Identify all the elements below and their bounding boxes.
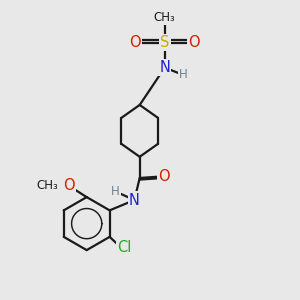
Text: Cl: Cl — [117, 240, 132, 255]
Text: O: O — [63, 178, 75, 194]
Text: O: O — [188, 35, 200, 50]
Text: H: H — [179, 68, 188, 80]
Text: CH₃: CH₃ — [37, 179, 58, 192]
Text: H: H — [111, 185, 120, 198]
Text: N: N — [129, 193, 140, 208]
Text: O: O — [159, 169, 170, 184]
Text: N: N — [159, 60, 170, 75]
Text: S: S — [160, 35, 169, 50]
Text: CH₃: CH₃ — [154, 11, 176, 24]
Text: O: O — [130, 35, 141, 50]
